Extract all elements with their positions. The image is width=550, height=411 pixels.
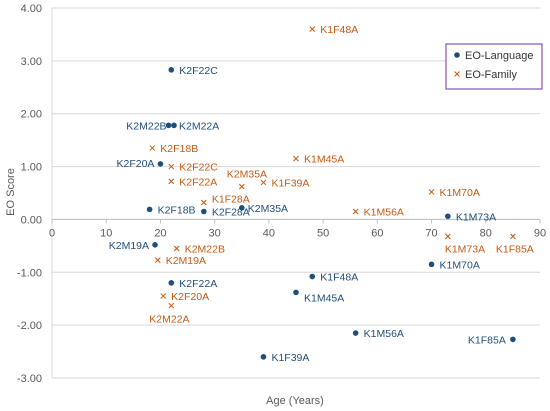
point-label: K2M22B xyxy=(126,120,166,132)
series-eo-family: K1F48A K2F18B K2F22C K2F22A K2M35A K1M45A K1F3… xyxy=(149,24,534,325)
point-marker xyxy=(152,242,158,248)
y-tick-label: 3.00 xyxy=(21,56,42,68)
y-tick-label: 1.00 xyxy=(21,162,42,174)
point-marker xyxy=(293,155,299,162)
point-marker xyxy=(168,302,175,309)
point-label: K2F20A xyxy=(116,158,154,170)
point-marker xyxy=(260,179,267,186)
point-marker xyxy=(168,280,175,286)
point-label: K2F22A xyxy=(179,176,217,188)
point-marker xyxy=(201,208,207,215)
point-label: K1M56A xyxy=(364,207,404,219)
point-marker xyxy=(149,145,156,151)
point-marker xyxy=(200,199,207,206)
point-marker xyxy=(160,293,167,299)
gridlines xyxy=(51,7,541,379)
y-tick-label: 2.00 xyxy=(21,109,42,121)
point-label: K1M70A xyxy=(440,259,480,271)
point-marker xyxy=(428,189,435,195)
x-tick-label: 20 xyxy=(154,227,166,239)
point-label: K2M22B xyxy=(185,244,225,256)
point-marker xyxy=(352,330,359,336)
point-marker xyxy=(238,205,245,211)
x-tick-label: 70 xyxy=(425,227,437,239)
point-label: K2M22A xyxy=(149,314,189,326)
point-label: K1M73A xyxy=(445,243,485,255)
x-tick-label: 10 xyxy=(100,227,112,239)
point-marker xyxy=(260,354,267,360)
x-tick-label: 80 xyxy=(480,227,492,239)
x-axis-title: Age (Years) xyxy=(266,395,324,407)
point-marker xyxy=(157,161,164,167)
point-label: K2M19A xyxy=(109,240,149,252)
point-label: K2M22A xyxy=(179,120,219,132)
legend-marker-family xyxy=(454,71,460,77)
x-tick-label: 30 xyxy=(209,227,221,239)
point-marker xyxy=(165,122,172,129)
point-marker xyxy=(445,213,451,220)
point-label: K1M45A xyxy=(304,292,344,304)
point-label: K1F85A xyxy=(468,334,506,346)
x-tick-label: 40 xyxy=(263,227,275,239)
point-label: K2F22A xyxy=(179,278,217,290)
point-label: K1F85A xyxy=(496,243,534,255)
y-axis-title: EO Score xyxy=(5,168,17,216)
point-marker xyxy=(238,183,245,190)
point-marker xyxy=(510,336,516,343)
point-marker xyxy=(168,163,175,170)
legend: EO-Language EO-Family xyxy=(445,43,543,90)
point-marker xyxy=(146,206,153,213)
point-label: K1F28A xyxy=(212,194,250,206)
y-tick-label: 4.00 xyxy=(21,3,42,15)
point-label: K1F48A xyxy=(320,24,358,36)
point-marker xyxy=(352,208,359,215)
point-label: K2M35A xyxy=(248,203,288,215)
x-tick-label: 60 xyxy=(371,227,383,239)
y-tick-label: -2.00 xyxy=(17,320,42,332)
point-marker xyxy=(168,178,175,185)
point-label: K1M73A xyxy=(456,211,496,223)
point-marker xyxy=(309,273,316,280)
point-label: K2F18B xyxy=(158,204,196,216)
x-tick-label: 50 xyxy=(317,227,329,239)
point-marker xyxy=(171,122,177,129)
y-tick-label: -1.00 xyxy=(17,267,42,279)
point-marker xyxy=(293,289,299,296)
x-axis-tick-labels: 0 10 20 30 40 50 60 70 80 90 xyxy=(49,227,546,239)
point-marker xyxy=(168,67,175,73)
point-label: K2M35A xyxy=(227,169,267,181)
point-label: K2F18B xyxy=(160,143,198,155)
point-label: K1F48A xyxy=(320,272,358,284)
point-marker xyxy=(444,233,451,240)
point-label: K1F39A xyxy=(271,352,309,364)
point-marker xyxy=(510,233,516,240)
point-label: K1M56A xyxy=(364,328,404,340)
point-marker xyxy=(173,245,180,252)
point-marker xyxy=(309,26,316,32)
point-label: K2F22C xyxy=(179,65,218,77)
x-tick-label: 90 xyxy=(534,227,546,239)
y-axis-tick-labels: 4.00 3.00 2.00 1.00 0.00 -1.00 -2.00 -3.00 xyxy=(17,3,42,385)
point-label: K2F22C xyxy=(179,162,218,174)
point-label: K2F20A xyxy=(171,291,209,303)
point-marker xyxy=(154,257,161,263)
legend-marker-language xyxy=(454,52,460,58)
point-marker xyxy=(428,261,435,268)
point-label: K1F39A xyxy=(271,177,309,189)
y-tick-label: 0.00 xyxy=(21,214,42,226)
point-label: K1M45A xyxy=(304,154,344,166)
y-tick-label: -3.00 xyxy=(17,373,42,385)
x-tick-label: 0 xyxy=(49,227,55,239)
point-label: K1M70A xyxy=(440,187,480,199)
legend-label-language: EO-Language xyxy=(465,50,534,62)
legend-box xyxy=(445,43,543,90)
point-label: K2M19A xyxy=(166,255,206,267)
legend-label-family: EO-Family xyxy=(465,69,517,81)
